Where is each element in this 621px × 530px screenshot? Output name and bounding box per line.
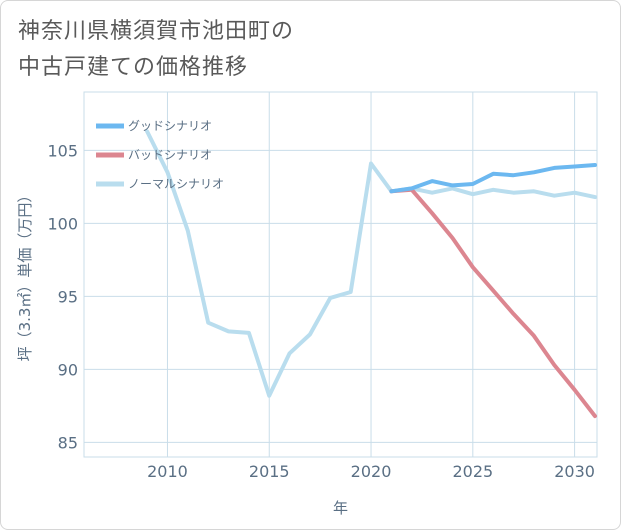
plot-frame: [83, 91, 598, 458]
legend-label-1: バッドシナリオ: [128, 148, 212, 162]
series-line-0: [389, 163, 597, 194]
chart-title-line2: 中古戸建ての価格推移: [18, 55, 249, 80]
legend-label-0: グッドシナリオ: [128, 119, 212, 133]
x-tick-label-2025: 2025: [452, 462, 493, 481]
y-tick-label-105: 105: [47, 141, 78, 160]
chart-ticks: 2010 2015 2020 2025 2030 85 90 95 100 105: [47, 141, 595, 481]
x-tick-label-2020: 2020: [351, 462, 392, 481]
x-tick-label-2010: 2010: [147, 462, 188, 481]
legend-label-2: ノーマルシナリオ: [128, 177, 224, 191]
chart-grid: [83, 91, 598, 458]
x-tick-label-2030: 2030: [554, 462, 595, 481]
y-tick-label-95: 95: [58, 287, 78, 306]
y-tick-label-85: 85: [58, 433, 78, 452]
chart-title-line1: 神奈川県横須賀市池田町の: [18, 19, 295, 44]
y-tick-label-100: 100: [47, 214, 78, 233]
y-tick-label-90: 90: [58, 360, 78, 379]
y-axis-label: 坪（3.3㎡）単価（万円）: [16, 188, 34, 362]
x-axis-label: 年: [333, 499, 348, 517]
series-line-1: [389, 187, 597, 419]
series-line-2: [145, 129, 597, 398]
chart-title: 神奈川県横須賀市池田町の 中古戸建ての価格推移: [18, 14, 294, 86]
x-tick-label-2015: 2015: [249, 462, 290, 481]
chart-series: [145, 129, 597, 419]
